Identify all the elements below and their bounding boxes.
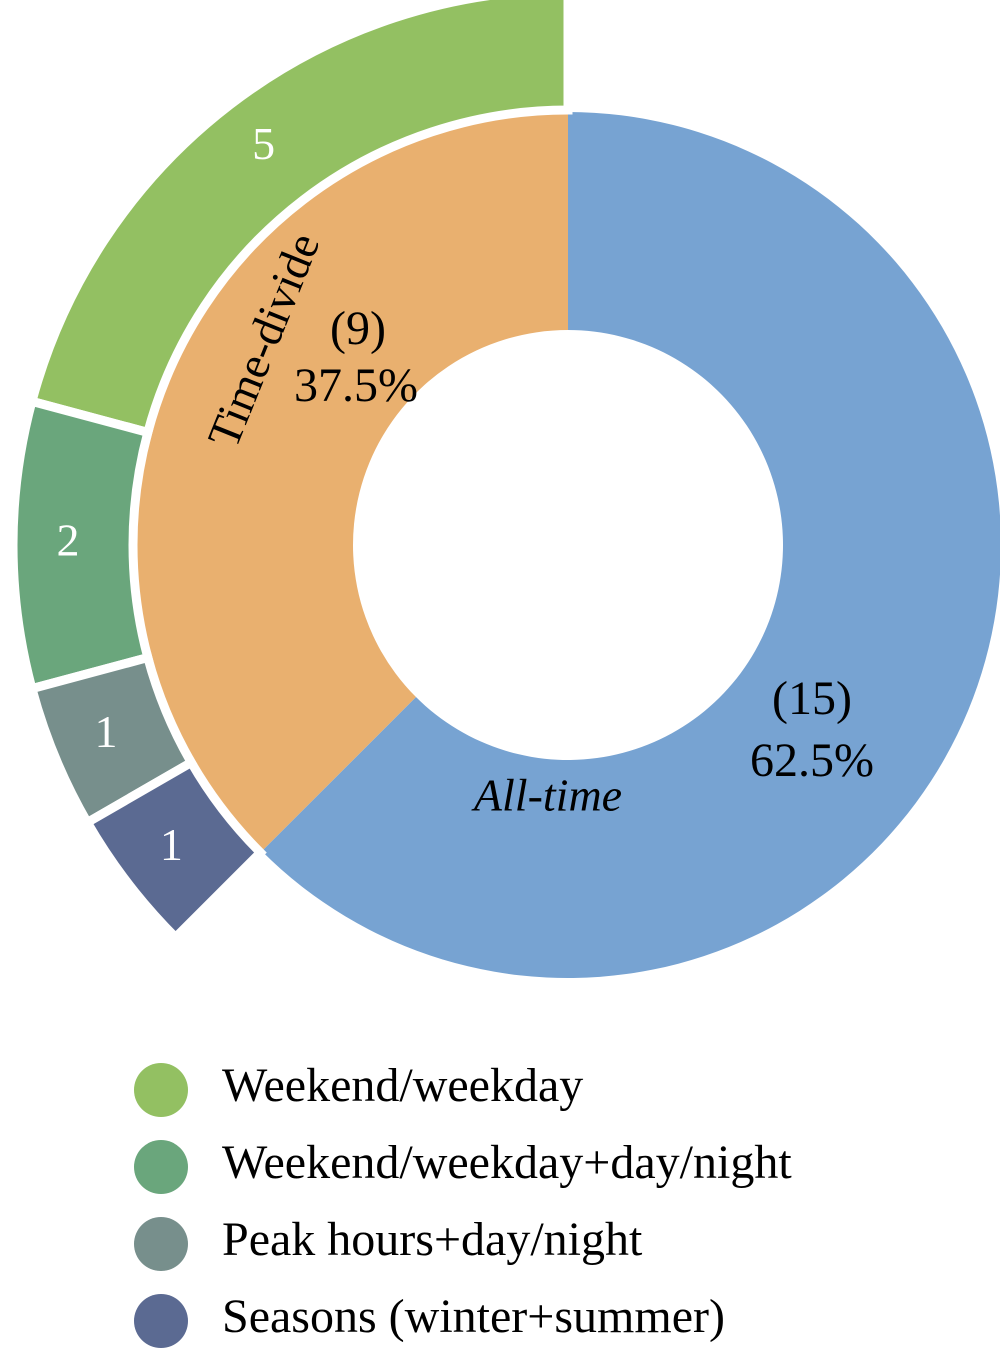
inner-segment: [134, 112, 568, 852]
legend-marker: [134, 1063, 188, 1117]
outer-value-label: 1: [160, 819, 183, 870]
legend-label: Peak hours+day/night: [222, 1213, 643, 1266]
outer-value-label: 1: [95, 706, 118, 757]
legend-marker: [134, 1140, 188, 1194]
legend-marker: [134, 1217, 188, 1271]
legend-label: Seasons (winter+summer): [222, 1290, 725, 1343]
legend-marker: [134, 1294, 188, 1348]
outer-segment: [81, 756, 267, 944]
legend-label: Weekend/weekday: [222, 1059, 583, 1112]
legend-label: Weekend/weekday+day/night: [222, 1136, 792, 1189]
outer-segment: [26, 0, 573, 438]
percent-label: 62.5%: [750, 734, 874, 787]
value-label: (15): [772, 672, 852, 725]
percent-label: 37.5%: [294, 359, 418, 412]
inner-segment: [261, 112, 1000, 978]
outer-value-label: 5: [252, 118, 275, 169]
value-label: (9): [330, 302, 386, 355]
outer-value-label: 2: [57, 515, 80, 566]
outer-segment: [8, 395, 154, 695]
category-label: All-time: [471, 770, 622, 821]
